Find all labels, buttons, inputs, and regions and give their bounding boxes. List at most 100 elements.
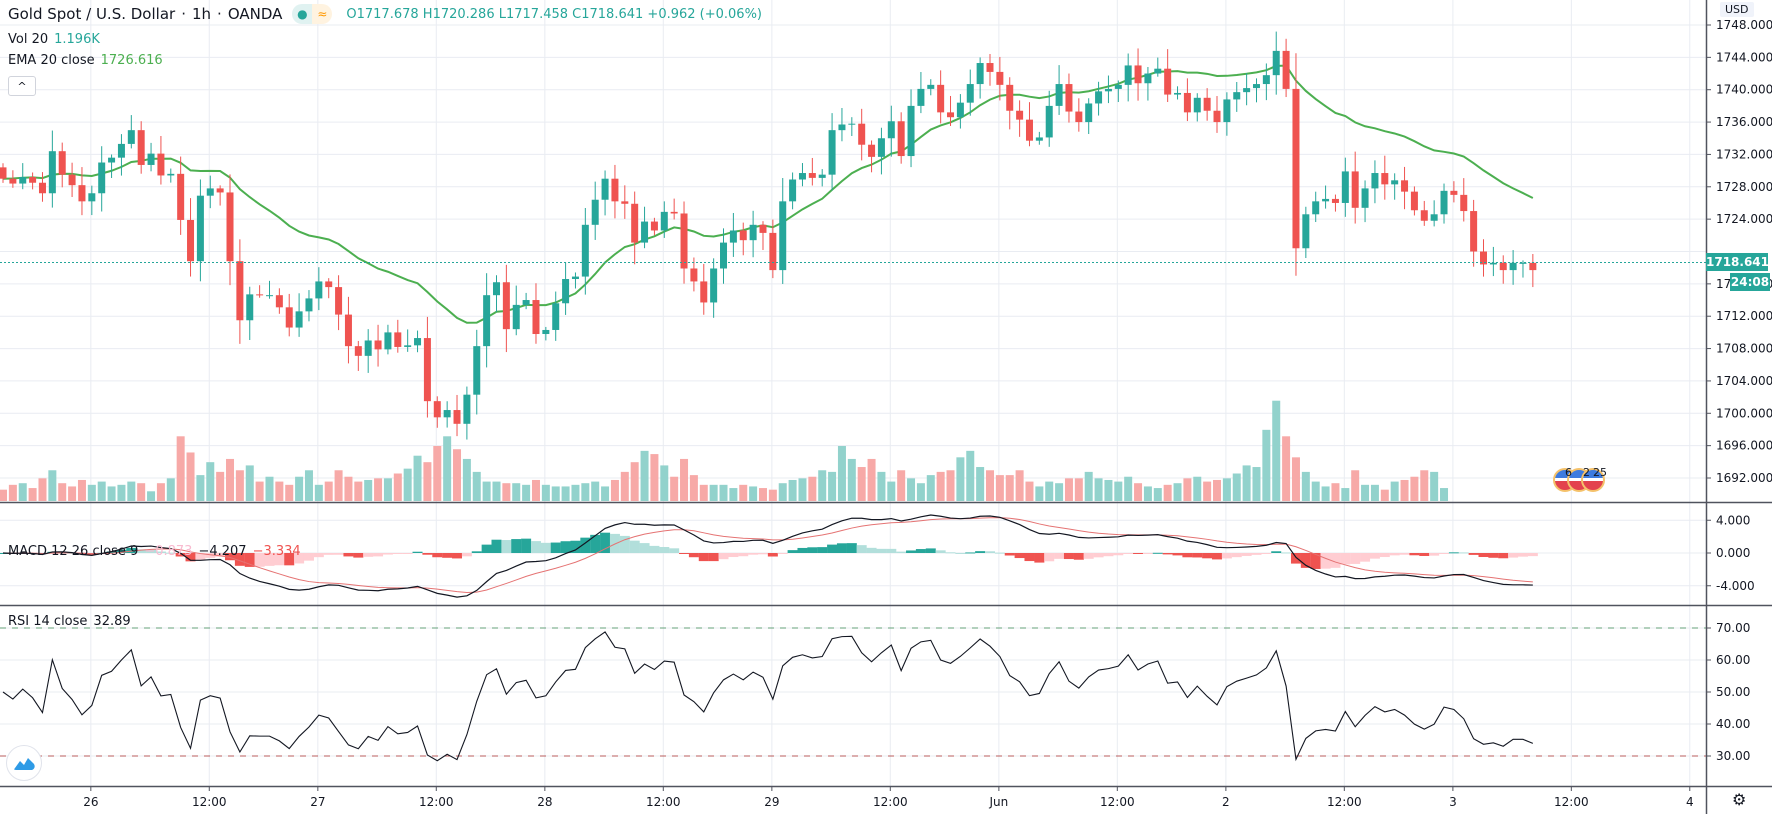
volume-bar	[966, 450, 975, 501]
time-tick-label: 4	[1686, 795, 1694, 809]
candle	[1035, 131, 1043, 145]
candle-body	[522, 300, 530, 305]
macd-hist-bar	[1498, 553, 1509, 559]
macd-hist-bar	[836, 543, 847, 553]
exchange-label: OANDA	[227, 5, 283, 23]
candle-body	[1233, 92, 1241, 100]
time-tick-label: 3	[1449, 795, 1457, 809]
volume-bar	[581, 483, 590, 501]
volume-bar	[156, 483, 165, 501]
candle-body	[877, 138, 885, 157]
volume-bar	[1420, 470, 1429, 501]
volume-bar	[393, 473, 402, 501]
candle-body	[769, 232, 777, 271]
candle-body	[275, 295, 283, 308]
volume-bar	[749, 486, 758, 501]
currency-label[interactable]: USD	[1720, 2, 1754, 17]
candle	[670, 198, 678, 220]
volume-bar	[265, 476, 274, 501]
ema-legend[interactable]: EMA 20 close 1726.616	[8, 53, 163, 68]
rsi-legend[interactable]: RSI 14 close 32.89	[8, 614, 131, 629]
volume-legend[interactable]: Vol 20 1.196K	[8, 32, 100, 47]
candle-body	[147, 153, 155, 165]
interval-label[interactable]: 1h	[191, 5, 212, 23]
volume-bar	[1163, 484, 1172, 501]
macd-hist-bar	[1004, 553, 1015, 556]
candle	[1450, 181, 1458, 203]
candle	[947, 95, 955, 126]
candle	[877, 127, 885, 175]
candle	[1154, 57, 1162, 77]
market-status-pill[interactable]: ● ≈	[292, 4, 333, 24]
time-tick-label: 12:00	[1554, 795, 1589, 809]
us-flag-economic-event-icon[interactable]	[1581, 468, 1605, 492]
macd-hist-bar	[1113, 553, 1124, 556]
volume-bar	[650, 454, 659, 501]
candle	[108, 154, 116, 178]
volume-bar	[245, 465, 254, 501]
macd-hist-bar	[1133, 553, 1144, 554]
volume-bar	[1074, 478, 1083, 501]
low-value: L1717.458	[498, 6, 569, 22]
candle	[335, 275, 343, 331]
volume-bar	[1361, 484, 1370, 501]
candle	[216, 185, 224, 206]
macd-legend[interactable]: MACD 12 26 close 9 −0.873 −4.207 −3.334	[8, 544, 301, 559]
gear-icon[interactable]: ⚙	[1732, 790, 1747, 809]
macd-hist-bar	[659, 546, 670, 553]
candle-body	[986, 63, 994, 72]
candle-body	[1312, 201, 1320, 215]
candle-body	[265, 295, 273, 297]
macd-hist-bar	[698, 553, 709, 562]
candle-body	[1292, 88, 1300, 249]
candle-body	[1401, 180, 1409, 192]
candle	[897, 112, 905, 164]
candle	[414, 330, 422, 353]
candle-body	[374, 340, 382, 350]
candle	[68, 162, 76, 198]
macd-hist-bar	[777, 553, 788, 554]
macd-hist-bar	[1221, 553, 1232, 559]
volume-bar	[186, 452, 195, 501]
candle-body	[907, 105, 915, 157]
macd-hist-bar	[1034, 553, 1045, 563]
macd-hist-value: −0.873	[144, 544, 193, 559]
volume-bar	[1370, 484, 1379, 501]
volume-legend-value: 1.196K	[54, 32, 100, 47]
candle	[374, 324, 382, 367]
tradingview-cloud-icon[interactable]	[6, 745, 42, 781]
volume-bar	[1035, 486, 1044, 501]
collapse-legend-button[interactable]: ^	[8, 76, 36, 96]
candle-body	[384, 332, 392, 350]
candle-body	[325, 281, 333, 288]
candle-body	[335, 287, 343, 315]
candle-body	[1164, 68, 1172, 95]
candle	[868, 140, 876, 173]
candle	[364, 329, 372, 373]
volume-bar	[68, 486, 77, 501]
candle-body	[641, 221, 649, 243]
macd-hist-bar	[827, 544, 838, 553]
candle	[157, 136, 165, 185]
volume-bar	[1400, 479, 1409, 501]
macd-hist-bar	[1488, 553, 1499, 558]
volume-bar	[1124, 476, 1133, 501]
candle	[1292, 53, 1300, 276]
symbol-name[interactable]: Gold Spot / U.S. Dollar	[8, 5, 176, 23]
macd-hist-bar	[1478, 553, 1489, 557]
candle-body	[581, 224, 589, 277]
candle	[650, 217, 658, 236]
macd-hist-bar	[718, 553, 729, 560]
candle-body	[1065, 84, 1073, 112]
candle	[117, 134, 125, 176]
volume-bar	[1242, 465, 1251, 501]
candle	[700, 263, 708, 315]
macd-hist-bar	[1389, 553, 1400, 556]
volume-bar	[482, 481, 491, 501]
macd-hist-bar	[244, 553, 255, 567]
candle-body	[38, 182, 46, 194]
candle-body	[1075, 111, 1083, 123]
candle-body	[739, 230, 747, 241]
volume-bar	[541, 484, 550, 501]
